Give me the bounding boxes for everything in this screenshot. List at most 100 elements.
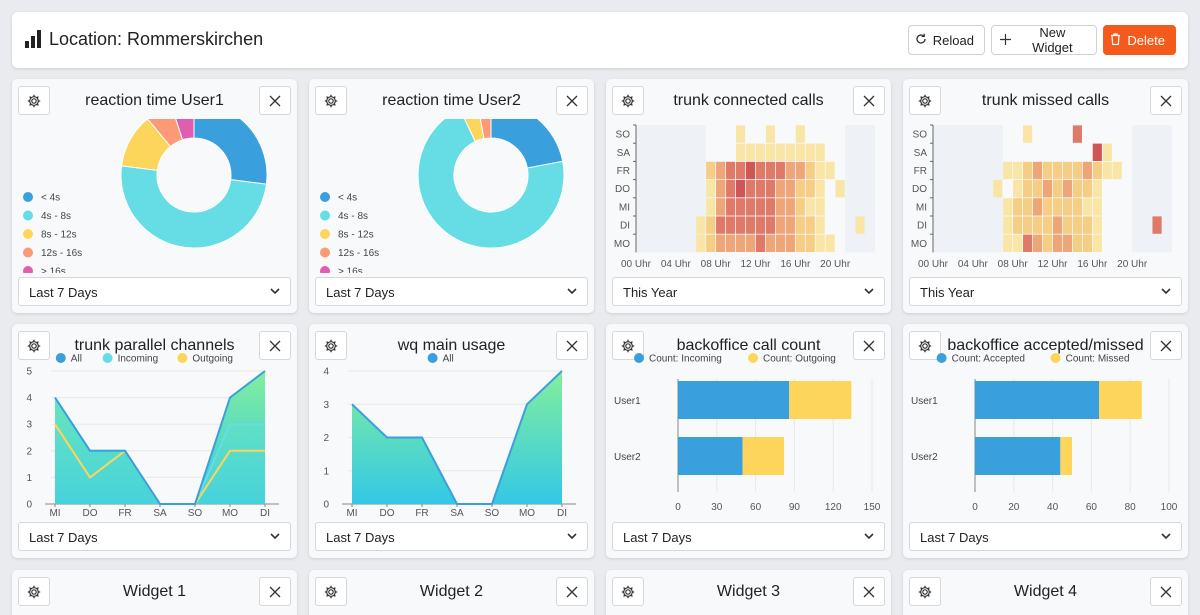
heatmap-cell[interactable] bbox=[815, 234, 825, 252]
time-range-select[interactable]: This Year bbox=[909, 277, 1182, 306]
close-button[interactable] bbox=[259, 86, 291, 115]
heatmap-cell[interactable] bbox=[765, 234, 776, 252]
heatmap-cell[interactable] bbox=[745, 234, 756, 252]
heatmap-cell[interactable] bbox=[706, 234, 716, 252]
heatmap-cell[interactable] bbox=[745, 198, 756, 216]
heatmap-cell[interactable] bbox=[726, 180, 736, 198]
heatmap-cell[interactable] bbox=[785, 180, 795, 198]
heatmap-cell[interactable] bbox=[795, 143, 805, 161]
heatmap-cell[interactable] bbox=[1003, 198, 1013, 216]
reload-button[interactable]: Reload bbox=[908, 25, 985, 55]
time-range-select[interactable]: Last 7 Days bbox=[18, 277, 291, 306]
time-range-select[interactable]: Last 7 Days bbox=[315, 277, 588, 306]
heatmap-cell[interactable] bbox=[795, 216, 805, 234]
heatmap-cell[interactable] bbox=[1152, 216, 1162, 234]
heatmap-cell[interactable] bbox=[726, 161, 736, 180]
heatmap-cell[interactable] bbox=[775, 234, 785, 252]
heatmap-cell[interactable] bbox=[825, 234, 835, 252]
settings-button[interactable] bbox=[315, 331, 347, 360]
heatmap-cell[interactable] bbox=[1072, 180, 1082, 198]
bar[interactable] bbox=[975, 437, 1061, 475]
heatmap-cell[interactable] bbox=[726, 216, 736, 234]
heatmap-cell[interactable] bbox=[706, 161, 716, 180]
heatmap-cell[interactable] bbox=[706, 216, 716, 234]
settings-button[interactable] bbox=[612, 577, 644, 606]
close-button[interactable] bbox=[259, 577, 291, 606]
heatmap-cell[interactable] bbox=[1013, 234, 1023, 252]
heatmap-cell[interactable] bbox=[716, 198, 726, 216]
heatmap-cell[interactable] bbox=[1023, 234, 1033, 252]
time-range-select[interactable]: Last 7 Days bbox=[909, 522, 1182, 551]
heatmap-cell[interactable] bbox=[735, 198, 746, 216]
settings-button[interactable] bbox=[612, 86, 644, 115]
heatmap-cell[interactable] bbox=[1042, 161, 1053, 180]
heatmap-cell[interactable] bbox=[1003, 216, 1013, 234]
heatmap-cell[interactable] bbox=[1023, 125, 1033, 143]
heatmap-cell[interactable] bbox=[1072, 161, 1082, 180]
heatmap-cell[interactable] bbox=[1062, 234, 1073, 252]
heatmap-cell[interactable] bbox=[1082, 234, 1092, 252]
heatmap-cell[interactable] bbox=[1013, 161, 1023, 180]
heatmap-cell[interactable] bbox=[805, 216, 815, 234]
heatmap-cell[interactable] bbox=[1032, 216, 1043, 234]
close-button[interactable] bbox=[556, 577, 588, 606]
heatmap-cell[interactable] bbox=[716, 216, 726, 234]
heatmap-cell[interactable] bbox=[775, 216, 785, 234]
heatmap-cell[interactable] bbox=[1062, 161, 1073, 180]
time-range-select[interactable]: This Year bbox=[612, 277, 885, 306]
pie-slice[interactable] bbox=[417, 119, 565, 249]
heatmap-cell[interactable] bbox=[735, 143, 746, 161]
heatmap-cell[interactable] bbox=[1032, 234, 1043, 252]
close-button[interactable] bbox=[1150, 86, 1182, 115]
heatmap-cell[interactable] bbox=[1032, 180, 1043, 198]
heatmap-cell[interactable] bbox=[1092, 216, 1102, 234]
heatmap-cell[interactable] bbox=[716, 161, 726, 180]
heatmap-cell[interactable] bbox=[755, 198, 766, 216]
heatmap-cell[interactable] bbox=[775, 143, 785, 161]
heatmap-cell[interactable] bbox=[1032, 198, 1043, 216]
heatmap-cell[interactable] bbox=[1042, 234, 1053, 252]
settings-button[interactable] bbox=[315, 86, 347, 115]
heatmap-cell[interactable] bbox=[1092, 234, 1102, 252]
settings-button[interactable] bbox=[18, 86, 50, 115]
time-range-select[interactable]: Last 7 Days bbox=[612, 522, 885, 551]
heatmap-cell[interactable] bbox=[755, 143, 766, 161]
heatmap-cell[interactable] bbox=[993, 180, 1003, 198]
heatmap-cell[interactable] bbox=[1062, 180, 1073, 198]
heatmap-cell[interactable] bbox=[755, 234, 766, 252]
heatmap-cell[interactable] bbox=[1003, 234, 1013, 252]
heatmap-cell[interactable] bbox=[716, 180, 726, 198]
heatmap-cell[interactable] bbox=[745, 161, 756, 180]
heatmap-cell[interactable] bbox=[1082, 198, 1092, 216]
heatmap-cell[interactable] bbox=[1092, 198, 1102, 216]
heatmap-cell[interactable] bbox=[765, 198, 776, 216]
heatmap-cell[interactable] bbox=[706, 180, 716, 198]
heatmap-cell[interactable] bbox=[745, 143, 756, 161]
heatmap-cell[interactable] bbox=[815, 161, 825, 180]
time-range-select[interactable]: Last 7 Days bbox=[315, 522, 588, 551]
close-button[interactable] bbox=[556, 331, 588, 360]
pie-slice[interactable] bbox=[171, 119, 195, 141]
heatmap-cell[interactable] bbox=[726, 234, 736, 252]
heatmap-cell[interactable] bbox=[765, 180, 776, 198]
heatmap-cell[interactable] bbox=[765, 161, 776, 180]
heatmap-cell[interactable] bbox=[805, 234, 815, 252]
heatmap-cell[interactable] bbox=[805, 198, 815, 216]
heatmap-cell[interactable] bbox=[775, 161, 785, 180]
heatmap-cell[interactable] bbox=[785, 198, 795, 216]
heatmap-cell[interactable] bbox=[735, 161, 746, 180]
bar[interactable] bbox=[1060, 437, 1072, 475]
heatmap-cell[interactable] bbox=[735, 125, 746, 143]
heatmap-cell[interactable] bbox=[735, 234, 746, 252]
settings-button[interactable] bbox=[909, 577, 941, 606]
heatmap-cell[interactable] bbox=[1082, 216, 1092, 234]
close-button[interactable] bbox=[853, 86, 885, 115]
heatmap-cell[interactable] bbox=[1042, 180, 1053, 198]
settings-button[interactable] bbox=[909, 86, 941, 115]
heatmap-cell[interactable] bbox=[1092, 180, 1102, 198]
heatmap-cell[interactable] bbox=[785, 161, 795, 180]
heatmap-cell[interactable] bbox=[1052, 198, 1063, 216]
heatmap-cell[interactable] bbox=[765, 143, 776, 161]
heatmap-cell[interactable] bbox=[1082, 180, 1092, 198]
heatmap-cell[interactable] bbox=[1062, 216, 1073, 234]
